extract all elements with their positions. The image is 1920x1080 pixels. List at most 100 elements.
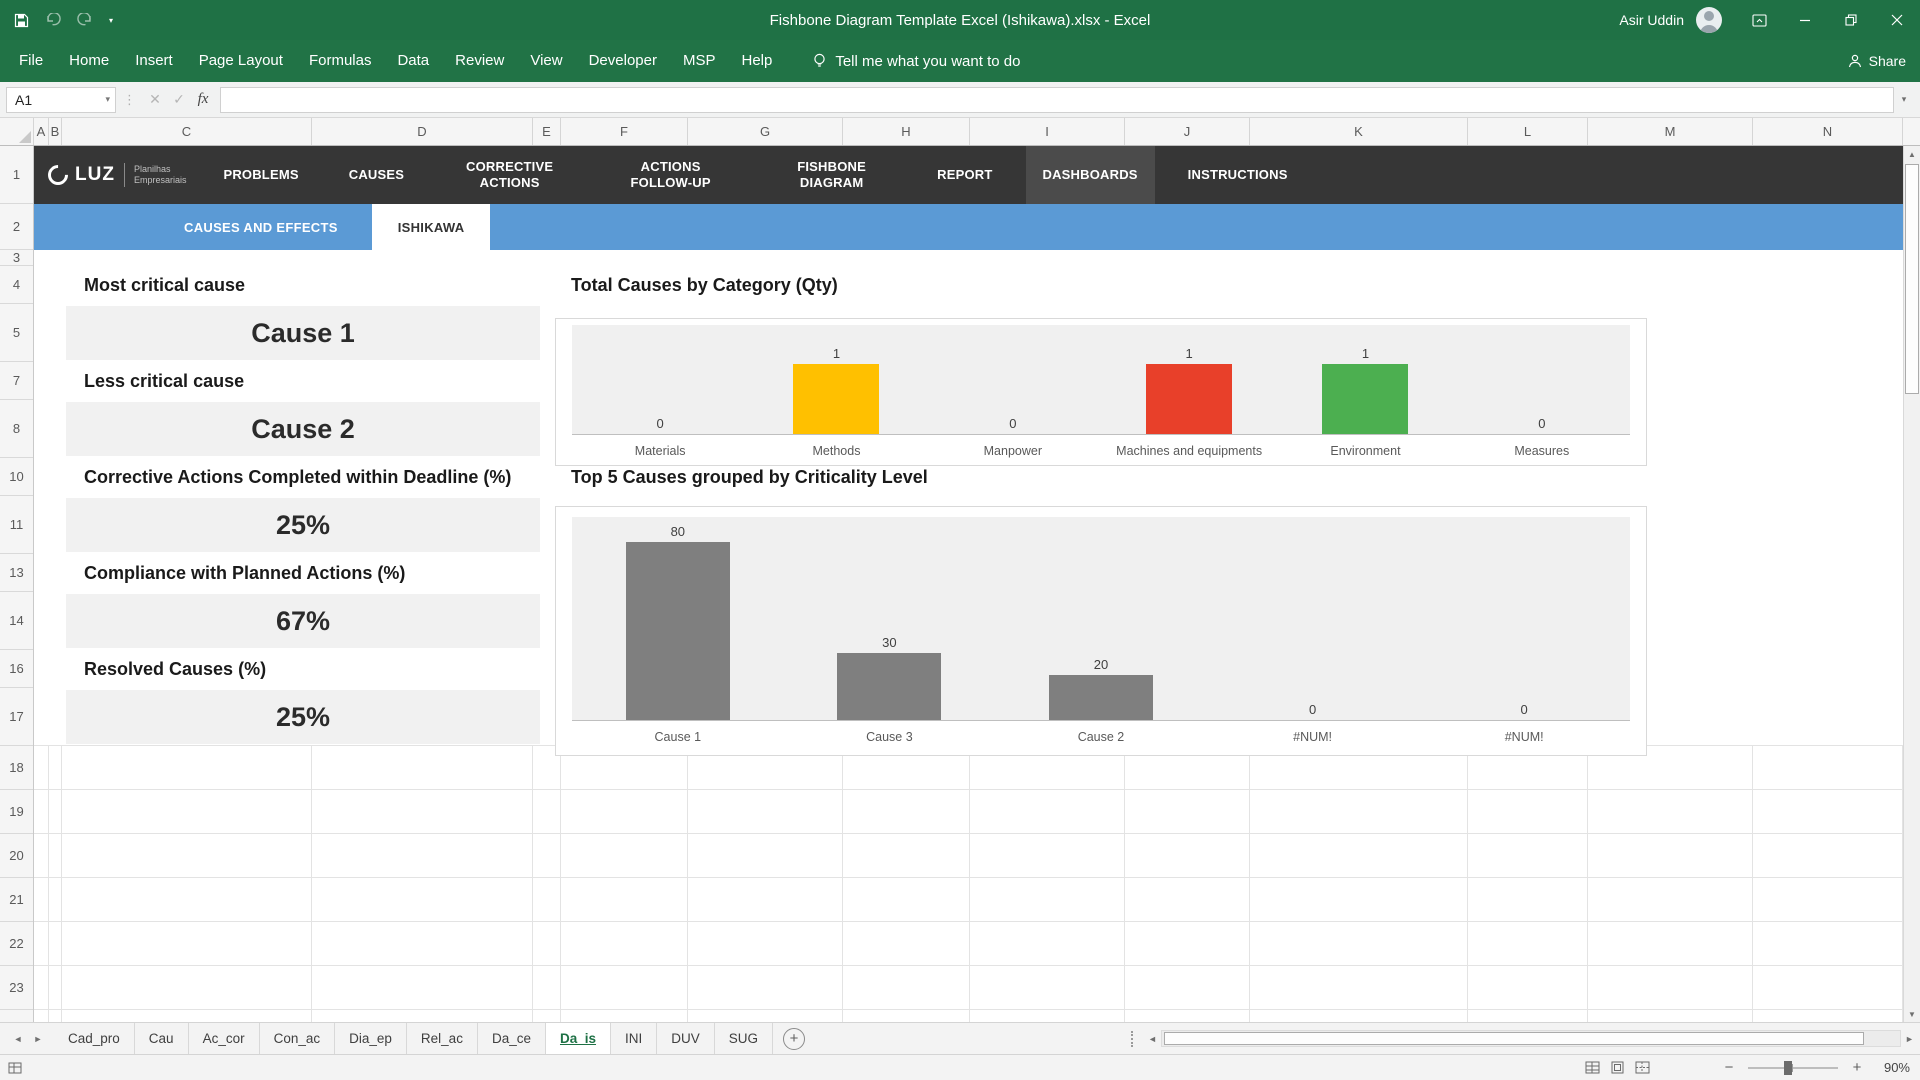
nav-item-actions-follow-up[interactable]: ACTIONS FOLLOW-UP xyxy=(630,158,711,190)
sheet-tab-ac-cor[interactable]: Ac_cor xyxy=(189,1023,260,1054)
bar-environment[interactable] xyxy=(1322,364,1409,434)
row-header-4[interactable]: 4 xyxy=(0,266,33,304)
menu-item-page-layout[interactable]: Page Layout xyxy=(198,52,283,69)
total-causes-chart[interactable]: 0 1 0 1 1 0 Materials Methods Manpower Machines … xyxy=(555,318,1647,466)
row-header-21[interactable]: 21 xyxy=(0,878,33,922)
column-header-L[interactable]: L xyxy=(1468,118,1588,145)
nav-item-corrective-actions[interactable]: CORRECTIVE ACTIONS xyxy=(466,158,554,190)
row-header-1[interactable]: 1 xyxy=(0,146,33,204)
row-header-17[interactable]: 17 xyxy=(0,688,33,746)
menu-item-formulas[interactable]: Formulas xyxy=(308,52,372,69)
name-box-dropdown-icon[interactable]: ▾ xyxy=(105,94,110,104)
new-sheet-button[interactable]: + xyxy=(783,1027,806,1050)
row-header-16[interactable]: 16 xyxy=(0,650,33,688)
user-name[interactable]: Asir Uddin xyxy=(1619,12,1684,28)
horizontal-scrollbar-thumb[interactable] xyxy=(1164,1032,1864,1045)
ribbon-display-options-icon[interactable] xyxy=(1736,0,1782,40)
macro-record-icon[interactable] xyxy=(8,1062,22,1074)
column-header-N[interactable]: N xyxy=(1753,118,1903,145)
tab-ishikawa[interactable]: ISHIKAWA xyxy=(371,204,491,250)
column-header-D[interactable]: D xyxy=(312,118,533,145)
vertical-scrollbar-thumb[interactable] xyxy=(1905,164,1919,394)
vertical-scrollbar[interactable]: ▲ ▼ xyxy=(1903,146,1920,1022)
tab-causes-and-effects[interactable]: CAUSES AND EFFECTS xyxy=(184,219,338,235)
menu-item-file[interactable]: File xyxy=(19,52,44,69)
name-box[interactable]: A1 ▾ xyxy=(6,86,116,113)
menu-item-data[interactable]: Data xyxy=(397,52,430,69)
sheet-tab-da-is[interactable]: Da_is xyxy=(545,1023,612,1054)
save-icon[interactable] xyxy=(14,13,29,28)
horizontal-scrollbar-track[interactable] xyxy=(1161,1030,1901,1047)
zoom-out-button[interactable]: − xyxy=(1724,1059,1734,1076)
column-header-I[interactable]: I xyxy=(970,118,1125,145)
bar-cause-3[interactable] xyxy=(837,653,942,720)
select-all-button[interactable] xyxy=(0,118,34,145)
nav-item-report[interactable]: REPORT xyxy=(937,166,993,182)
hscroll-left-icon[interactable]: ◄ xyxy=(1148,1033,1157,1044)
page-layout-view-icon[interactable] xyxy=(1610,1061,1625,1074)
bar-machines-and-equipments[interactable] xyxy=(1146,364,1233,434)
share-button[interactable]: Share xyxy=(1848,53,1906,69)
row-header-18[interactable]: 18 xyxy=(0,746,33,790)
menu-item-msp[interactable]: MSP xyxy=(682,52,716,69)
undo-icon[interactable] xyxy=(45,13,61,27)
luz-logo[interactable]: LUZ Planilhas Empresariais xyxy=(43,160,186,190)
nav-item-dashboards[interactable]: DASHBOARDS xyxy=(1025,146,1155,204)
normal-view-icon[interactable] xyxy=(1585,1061,1600,1074)
scroll-down-icon[interactable]: ▼ xyxy=(1908,1009,1916,1019)
spreadsheet-grid[interactable]: 1 2 3 4 5 7 8 10 11 13 14 16 17 18 19 20 21 22 23 LUZ Plan… xyxy=(0,146,1920,1022)
hscroll-right-icon[interactable]: ► xyxy=(1905,1033,1914,1044)
sheet-tab-rel-ac[interactable]: Rel_ac xyxy=(407,1023,478,1054)
row-header-14[interactable]: 14 xyxy=(0,592,33,650)
row-header-8[interactable]: 8 xyxy=(0,400,33,458)
column-header-E[interactable]: E xyxy=(533,118,561,145)
bar-cause-1[interactable] xyxy=(625,541,730,720)
menu-item-developer[interactable]: Developer xyxy=(588,52,657,69)
formula-input[interactable] xyxy=(220,86,1894,113)
row-header-3[interactable]: 3 xyxy=(0,250,33,266)
column-header-A[interactable]: A xyxy=(34,118,49,145)
cancel-icon[interactable]: ✕ xyxy=(149,91,161,107)
column-header-M[interactable]: M xyxy=(1588,118,1753,145)
row-header-20[interactable]: 20 xyxy=(0,834,33,878)
menu-item-review[interactable]: Review xyxy=(455,52,505,69)
menu-item-home[interactable]: Home xyxy=(69,52,110,69)
restore-button[interactable] xyxy=(1828,0,1874,40)
insert-function-icon[interactable]: fx xyxy=(197,91,209,107)
zoom-slider[interactable] xyxy=(1748,1060,1838,1075)
nav-item-problems[interactable]: PROBLEMS xyxy=(223,166,299,182)
row-header-10[interactable]: 10 xyxy=(0,458,33,496)
sheet-tab-ini[interactable]: INI xyxy=(611,1023,658,1054)
nav-item-causes[interactable]: CAUSES xyxy=(348,166,405,182)
menu-item-insert[interactable]: Insert xyxy=(135,52,173,69)
avatar[interactable] xyxy=(1696,7,1722,33)
minimize-button[interactable] xyxy=(1782,0,1828,40)
sheet-tab-duv[interactable]: DUV xyxy=(657,1023,715,1054)
formula-bar-expand-icon[interactable]: ▾ xyxy=(1901,94,1907,104)
row-header-13[interactable]: 13 xyxy=(0,554,33,592)
close-button[interactable] xyxy=(1874,0,1920,40)
row-header-2[interactable]: 2 xyxy=(0,204,33,250)
row-header-19[interactable]: 19 xyxy=(0,790,33,834)
column-header-H[interactable]: H xyxy=(843,118,970,145)
zoom-slider-thumb[interactable] xyxy=(1784,1060,1792,1075)
row-header-7[interactable]: 7 xyxy=(0,362,33,400)
sheet-tab-sug[interactable]: SUG xyxy=(715,1023,774,1054)
column-header-K[interactable]: K xyxy=(1250,118,1468,145)
nav-item-fishbone-diagram[interactable]: FISHBONE DIAGRAM xyxy=(797,158,867,190)
column-header-C[interactable]: C xyxy=(62,118,312,145)
row-header-22[interactable]: 22 xyxy=(0,922,33,966)
redo-icon[interactable] xyxy=(77,13,93,27)
zoom-level[interactable]: 90% xyxy=(1883,1060,1910,1075)
page-break-view-icon[interactable] xyxy=(1635,1061,1650,1074)
sheet-tab-con-ac[interactable]: Con_ac xyxy=(260,1023,336,1054)
top5-causes-chart[interactable]: 80 30 20 0 0 Cause 1 Cause 3 Cause 2 #NUM! #NUM! xyxy=(555,506,1647,756)
menu-item-help[interactable]: Help xyxy=(741,52,773,69)
horizontal-scrollbar[interactable]: ◄ ► xyxy=(1131,1030,1920,1047)
zoom-in-button[interactable]: + xyxy=(1852,1059,1862,1076)
menu-item-view[interactable]: View xyxy=(530,52,563,69)
column-header-G[interactable]: G xyxy=(688,118,843,145)
column-header-J[interactable]: J xyxy=(1125,118,1250,145)
bar-cause-2[interactable] xyxy=(1048,675,1153,720)
scroll-up-icon[interactable]: ▲ xyxy=(1908,149,1916,159)
